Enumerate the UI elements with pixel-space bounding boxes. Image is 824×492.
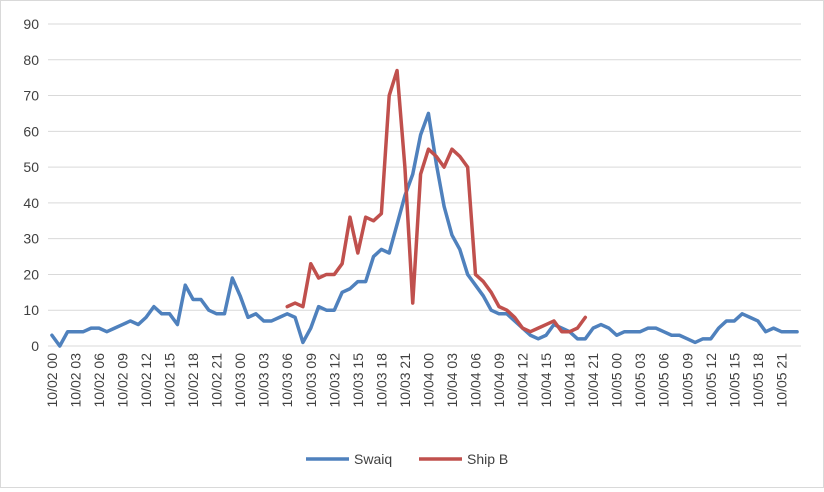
y-tick-label: 70 — [23, 88, 39, 104]
y-tick-label: 0 — [31, 338, 39, 354]
x-tick-label: 10/04 15 — [538, 353, 554, 408]
legend: Swaiq Ship B — [306, 451, 508, 467]
gridlines — [48, 23, 801, 347]
x-tick-label: 10/02 06 — [91, 353, 107, 408]
x-tick-label: 10/03 03 — [256, 353, 272, 408]
y-axis-tick-labels: 0 10 20 30 40 50 60 70 80 90 — [23, 16, 39, 354]
y-tick-label: 50 — [23, 159, 39, 175]
x-tick-label: 10/03 00 — [232, 353, 248, 408]
series-lines — [50, 68, 799, 348]
x-tick-label: 10/05 03 — [632, 353, 648, 408]
x-tick-label: 10/02 18 — [185, 353, 201, 408]
y-tick-label: 80 — [23, 52, 39, 68]
series-line-ship-b — [285, 68, 588, 334]
x-tick-label: 10/05 09 — [679, 353, 695, 408]
x-tick-label: 10/03 12 — [326, 353, 342, 408]
x-tick-label: 10/04 12 — [515, 353, 531, 408]
x-tick-label: 10/02 03 — [67, 353, 83, 408]
x-tick-label: 10/05 21 — [773, 353, 789, 408]
x-tick-label: 10/04 09 — [491, 353, 507, 408]
x-tick-label: 10/04 06 — [467, 353, 483, 408]
x-tick-label: 10/04 00 — [420, 353, 436, 408]
x-tick-label: 10/04 03 — [444, 353, 460, 408]
x-tick-label: 10/05 06 — [656, 353, 672, 408]
x-tick-label: 10/03 06 — [279, 353, 295, 408]
x-tick-label: 10/03 09 — [303, 353, 319, 408]
x-tick-label: 10/04 18 — [562, 353, 578, 408]
x-tick-label: 10/02 21 — [209, 353, 225, 408]
x-tick-label: 10/05 15 — [726, 353, 742, 408]
x-tick-label: 10/04 21 — [585, 353, 601, 408]
x-tick-label: 10/03 18 — [373, 353, 389, 408]
x-tick-label: 10/02 09 — [115, 353, 131, 408]
legend-label: Swaiq — [354, 451, 392, 467]
x-tick-label: 10/03 21 — [397, 353, 413, 408]
x-tick-label: 10/05 00 — [609, 353, 625, 408]
x-tick-label: 10/03 15 — [350, 353, 366, 408]
y-tick-label: 20 — [23, 266, 39, 282]
y-tick-label: 30 — [23, 231, 39, 247]
x-tick-label: 10/02 15 — [162, 353, 178, 408]
y-tick-label: 40 — [23, 195, 39, 211]
x-tick-label: 10/02 00 — [44, 353, 60, 408]
series-line-swaiq — [50, 111, 799, 348]
x-tick-label: 10/05 12 — [703, 353, 719, 408]
y-tick-label: 90 — [23, 16, 39, 32]
x-tick-label: 10/02 12 — [138, 353, 154, 408]
x-axis-tick-labels: 10/02 00 10/02 03 10/02 06 10/02 09 10/02 12… — [44, 353, 789, 408]
y-tick-label: 60 — [23, 123, 39, 139]
legend-label: Ship B — [467, 451, 508, 467]
y-tick-label: 10 — [23, 302, 39, 318]
x-tick-label: 10/05 18 — [750, 353, 766, 408]
